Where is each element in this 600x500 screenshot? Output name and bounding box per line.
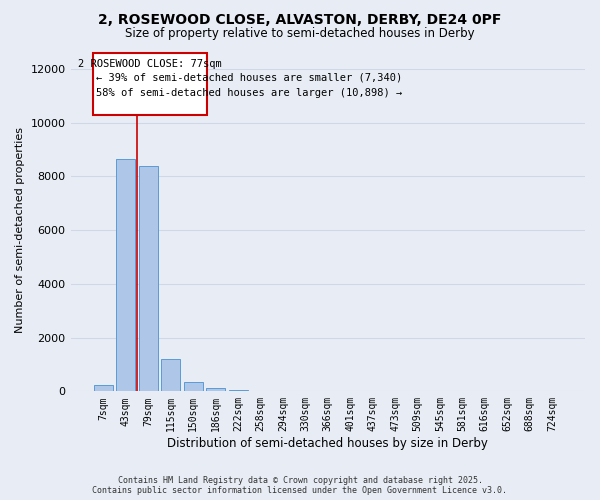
Bar — [94, 386, 113, 392]
FancyBboxPatch shape — [94, 53, 206, 114]
Text: Contains HM Land Registry data © Crown copyright and database right 2025.
Contai: Contains HM Land Registry data © Crown c… — [92, 476, 508, 495]
X-axis label: Distribution of semi-detached houses by size in Derby: Distribution of semi-detached houses by … — [167, 437, 488, 450]
Text: 2, ROSEWOOD CLOSE, ALVASTON, DERBY, DE24 0PF: 2, ROSEWOOD CLOSE, ALVASTON, DERBY, DE24… — [98, 12, 502, 26]
Text: Size of property relative to semi-detached houses in Derby: Size of property relative to semi-detach… — [125, 28, 475, 40]
Text: 58% of semi-detached houses are larger (10,898) →: 58% of semi-detached houses are larger (… — [95, 88, 402, 98]
Text: ← 39% of semi-detached houses are smaller (7,340): ← 39% of semi-detached houses are smalle… — [95, 72, 402, 82]
Bar — [139, 166, 158, 392]
Text: 2 ROSEWOOD CLOSE: 77sqm: 2 ROSEWOOD CLOSE: 77sqm — [78, 58, 222, 68]
Bar — [184, 382, 203, 392]
Bar — [161, 359, 180, 392]
Y-axis label: Number of semi-detached properties: Number of semi-detached properties — [15, 127, 25, 333]
Bar — [116, 159, 136, 392]
Bar — [206, 388, 225, 392]
Bar — [229, 390, 248, 392]
